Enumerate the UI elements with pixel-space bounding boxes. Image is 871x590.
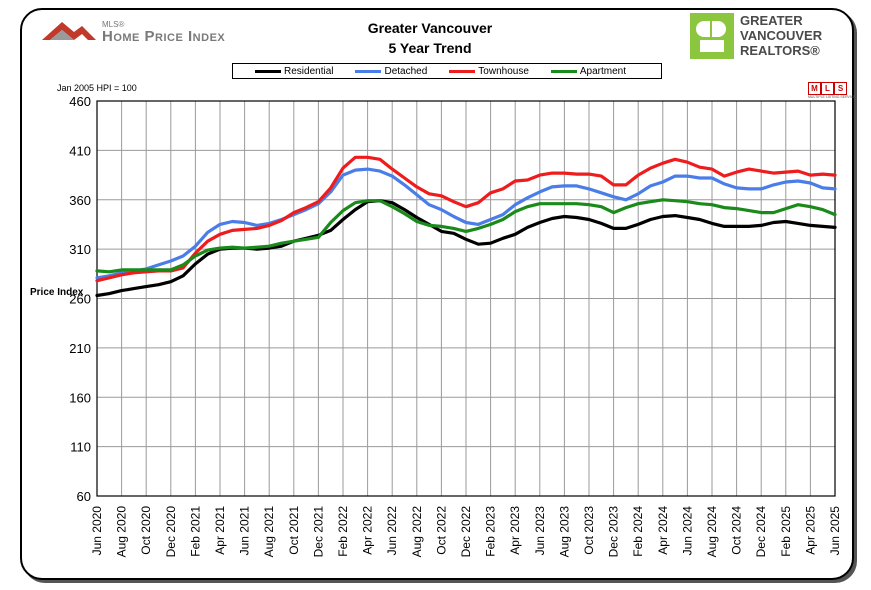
y-tick-label: 110 xyxy=(70,440,91,455)
x-tick-label: Feb 2025 xyxy=(779,506,793,557)
x-tick-label: Dec 2020 xyxy=(164,506,178,558)
x-tick-label: Aug 2024 xyxy=(705,506,719,558)
x-tick-label: Jun 2020 xyxy=(90,506,104,556)
y-tick-label: 160 xyxy=(69,390,91,405)
x-tick-label: Apr 2021 xyxy=(213,506,227,555)
x-tick-label: Feb 2022 xyxy=(336,506,350,557)
x-tick-label: Aug 2020 xyxy=(115,506,129,558)
y-tick-label: 410 xyxy=(69,143,91,158)
x-tick-label: Jun 2022 xyxy=(385,506,399,556)
x-tick-label: Oct 2023 xyxy=(582,506,596,555)
gvr-mark-icon xyxy=(690,13,734,59)
legend-swatch xyxy=(255,69,281,73)
x-tick-label: Jun 2025 xyxy=(828,506,842,556)
x-tick-label: Dec 2022 xyxy=(459,506,473,558)
legend-label: Townhouse xyxy=(478,65,529,77)
legend-item-townhouse: Townhouse xyxy=(449,66,529,77)
legend-label: Detached xyxy=(384,65,428,77)
x-tick-label: Aug 2022 xyxy=(410,506,424,558)
x-tick-label: Apr 2022 xyxy=(361,506,375,555)
x-tick-label: Jun 2024 xyxy=(680,506,694,556)
x-tick-label: Jun 2023 xyxy=(533,506,547,556)
x-tick-label: Oct 2021 xyxy=(287,506,301,555)
crea-logo: M L S MULTIPLE LISTING SERVICE xyxy=(808,82,856,99)
y-tick-label: 210 xyxy=(69,341,91,356)
plot-border xyxy=(96,100,836,497)
mls-hpi-title: Home Price Index xyxy=(102,28,226,45)
gvr-logo: GREATER VANCOUVER REALTORS® xyxy=(690,13,840,59)
mls-mark: MLS® xyxy=(102,20,125,29)
y-axis-label: Price Index xyxy=(30,287,84,298)
y-tick-label: 360 xyxy=(69,193,91,208)
x-tick-label: Feb 2023 xyxy=(484,506,498,557)
x-tick-label: Aug 2023 xyxy=(557,506,571,558)
y-tick-label: 260 xyxy=(69,292,91,307)
chart-title-line2: 5 Year Trend xyxy=(388,40,472,56)
x-tick-label: Feb 2021 xyxy=(188,506,202,557)
hpi-baseline-note: Jan 2005 HPI = 100 xyxy=(57,83,137,93)
x-tick-label: Feb 2024 xyxy=(631,506,645,557)
legend-swatch xyxy=(550,69,577,73)
x-tick-label: Apr 2025 xyxy=(803,506,817,555)
series-line-apartment xyxy=(95,198,837,274)
x-tick-label: Apr 2024 xyxy=(656,506,670,555)
x-tick-label: Oct 2022 xyxy=(434,506,448,555)
brand-line1: GREATER xyxy=(740,13,803,28)
legend-item-apartment: Apartment xyxy=(550,65,627,77)
y-tick-label: 460 xyxy=(69,94,91,109)
brand-line2: VANCOUVER xyxy=(740,28,823,43)
x-tick-label: Oct 2020 xyxy=(139,506,153,555)
x-tick-label: Dec 2021 xyxy=(311,506,325,558)
x-tick-label: Dec 2024 xyxy=(754,506,768,558)
x-tick-label: Apr 2023 xyxy=(508,506,522,555)
legend-swatch xyxy=(355,69,382,73)
series-line-detached xyxy=(95,167,837,280)
legend-label: Apartment xyxy=(579,65,627,77)
series-line-townhouse xyxy=(95,155,837,283)
crea-tagline: MULTIPLE LISTING SERVICE xyxy=(808,95,856,99)
legend-item-residential: Residential xyxy=(255,66,333,77)
y-tick-label: 60 xyxy=(77,489,91,504)
x-tick-label: Oct 2024 xyxy=(730,506,744,555)
roof-icon xyxy=(42,22,96,40)
chart-legend: Residential Detached Townhouse Apartment xyxy=(232,63,662,79)
y-tick-label: 310 xyxy=(69,242,91,257)
legend-swatch xyxy=(449,69,476,73)
legend-item-detached: Detached xyxy=(355,66,427,77)
mls-hpi-logo: MLS® Home Price Index xyxy=(40,18,260,50)
chart-title-line1: Greater Vancouver xyxy=(367,20,493,36)
chart-title: Greater Vancouver 5 Year Trend xyxy=(330,18,530,58)
x-tick-label: Dec 2023 xyxy=(607,506,621,558)
brand-line3: REALTORS® xyxy=(740,43,820,58)
x-tick-label: Aug 2021 xyxy=(262,506,276,558)
legend-label: Residential xyxy=(284,65,334,77)
x-tick-label: Jun 2021 xyxy=(238,506,252,556)
